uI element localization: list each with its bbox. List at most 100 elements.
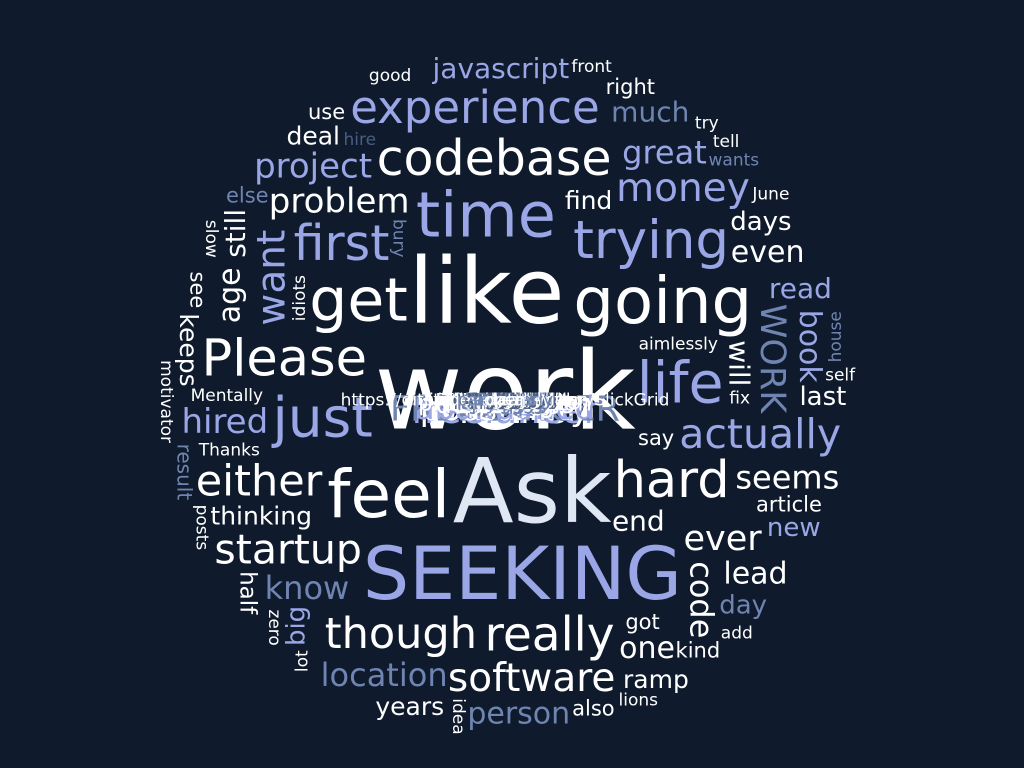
cloud-word: lacking xyxy=(475,391,536,411)
cloud-word: teammates xyxy=(456,391,553,411)
cloud-word: etc xyxy=(492,391,518,411)
cloud-word: quicker xyxy=(474,391,536,411)
cloud-word: harder xyxy=(464,390,547,419)
cloud-word: jealousy xyxy=(469,391,540,411)
cloud-word: last xyxy=(799,382,846,412)
cloud-word: computer xyxy=(464,391,546,411)
cloud-word: April xyxy=(486,391,525,411)
cloud-word: actively xyxy=(472,391,538,411)
cloud-word: moment xyxy=(469,391,541,411)
cloud-word: tell xyxy=(713,132,740,152)
cloud-word: people's xyxy=(469,391,540,411)
cloud-word: columns xyxy=(461,391,549,415)
cloud-word: irrepressible xyxy=(453,391,558,411)
cloud-word: Anyway xyxy=(472,391,539,411)
cloud-word: admit xyxy=(480,391,529,411)
cloud-word: Bullied xyxy=(476,391,534,411)
cloud-word: friends xyxy=(476,391,535,411)
cloud-word: Also xyxy=(487,391,523,411)
cloud-word: FREELANCER xyxy=(390,390,620,430)
cloud-word: Obviously xyxy=(463,391,547,411)
cloud-word: Résumé/CV xyxy=(456,391,554,411)
cloud-word: without xyxy=(466,391,545,415)
cloud-word: desirable xyxy=(457,391,554,415)
cloud-word: problem xyxy=(269,181,410,221)
cloud-word: files xyxy=(488,391,523,411)
cloud-word: getting xyxy=(467,391,542,415)
cloud-word: abandoned xyxy=(415,389,595,427)
cloud-word: deal xyxy=(286,122,340,151)
cloud-word: anything xyxy=(468,391,543,411)
cloud-word: procrastination xyxy=(418,391,592,417)
cloud-word: will xyxy=(722,340,755,386)
cloud-word: degree xyxy=(475,391,535,411)
cloud-word: failed xyxy=(473,391,537,417)
cloud-word: Better xyxy=(479,391,532,411)
cloud-word: website xyxy=(472,391,538,411)
cloud-word: slick.core.js xyxy=(456,391,555,411)
cloud-word: voices xyxy=(478,391,532,411)
cloud-word: hire xyxy=(344,130,377,150)
cloud-word: losing xyxy=(480,391,530,411)
cloud-word: Location xyxy=(469,391,541,411)
cloud-word: sense xyxy=(480,391,529,411)
cloud-word: normal xyxy=(475,391,535,411)
cloud-word: knew xyxy=(483,391,528,411)
cloud-word: something xyxy=(449,391,560,415)
cloud-word: already xyxy=(462,391,548,417)
cloud-word: want xyxy=(250,230,295,326)
cloud-word: ashamed xyxy=(466,391,544,411)
cloud-word: going xyxy=(573,265,752,339)
cloud-word: seems xyxy=(735,459,839,497)
cloud-word: mention xyxy=(470,391,540,411)
cloud-word: particularly xyxy=(457,391,554,411)
cloud-word: Honestly xyxy=(454,391,555,417)
cloud-word: Mentally xyxy=(191,386,264,406)
cloud-word: features xyxy=(457,391,552,417)
cloud-word: else xyxy=(226,183,269,207)
cloud-word: hopes xyxy=(479,391,530,411)
cloud-word: pretty xyxy=(467,390,543,419)
cloud-word: strategy xyxy=(463,390,547,414)
cloud-word: frozen xyxy=(469,391,541,417)
cloud-word: Picking xyxy=(475,391,535,411)
cloud-word: days xyxy=(730,207,791,237)
cloud-word: keep xyxy=(485,391,526,411)
cloud-word: life xyxy=(637,351,724,417)
cloud-word: idiots xyxy=(290,275,310,321)
cloud-word: direction xyxy=(468,391,543,411)
cloud-word: scale xyxy=(483,391,527,411)
cloud-word: add xyxy=(721,623,753,643)
cloud-word: though xyxy=(325,609,477,659)
cloud-word: audience xyxy=(466,391,544,411)
cloud-word: development xyxy=(449,391,561,411)
cloud-word: idea xyxy=(448,698,468,734)
cloud-word: guess xyxy=(480,391,530,411)
cloud-word: depression xyxy=(459,391,552,411)
cloud-word: years xyxy=(375,692,444,721)
cloud-word: make xyxy=(482,391,529,411)
cloud-word: exactly xyxy=(474,391,535,411)
cloud-word: particular xyxy=(454,391,555,415)
cloud-word: absolutely xyxy=(461,391,549,411)
cloud-word: version xyxy=(474,391,536,411)
cloud-word: screen xyxy=(477,391,534,411)
cloud-word: worked xyxy=(474,391,536,411)
cloud-word: new xyxy=(767,513,821,543)
cloud-word: belt xyxy=(489,391,522,411)
cloud-word: answer xyxy=(474,391,535,411)
cloud-word: living xyxy=(477,391,534,415)
cloud-word: clear xyxy=(484,391,526,411)
cloud-word: worth xyxy=(481,391,530,411)
cloud-word: grid xyxy=(488,391,521,411)
cloud-word: bitter xyxy=(482,391,528,411)
cloud-word: format xyxy=(477,391,534,411)
cloud-word: endless xyxy=(473,391,538,411)
cloud-word: great xyxy=(622,133,707,171)
cloud-word: comprehension xyxy=(440,391,571,411)
cloud-word: maintain xyxy=(467,391,542,411)
cloud-word: possibility xyxy=(420,389,591,429)
cloud-word: day xyxy=(719,591,767,621)
cloud-word: https://github.com/mleibman/SlickGrid xyxy=(341,391,670,411)
cloud-word: confidence xyxy=(458,391,551,411)
